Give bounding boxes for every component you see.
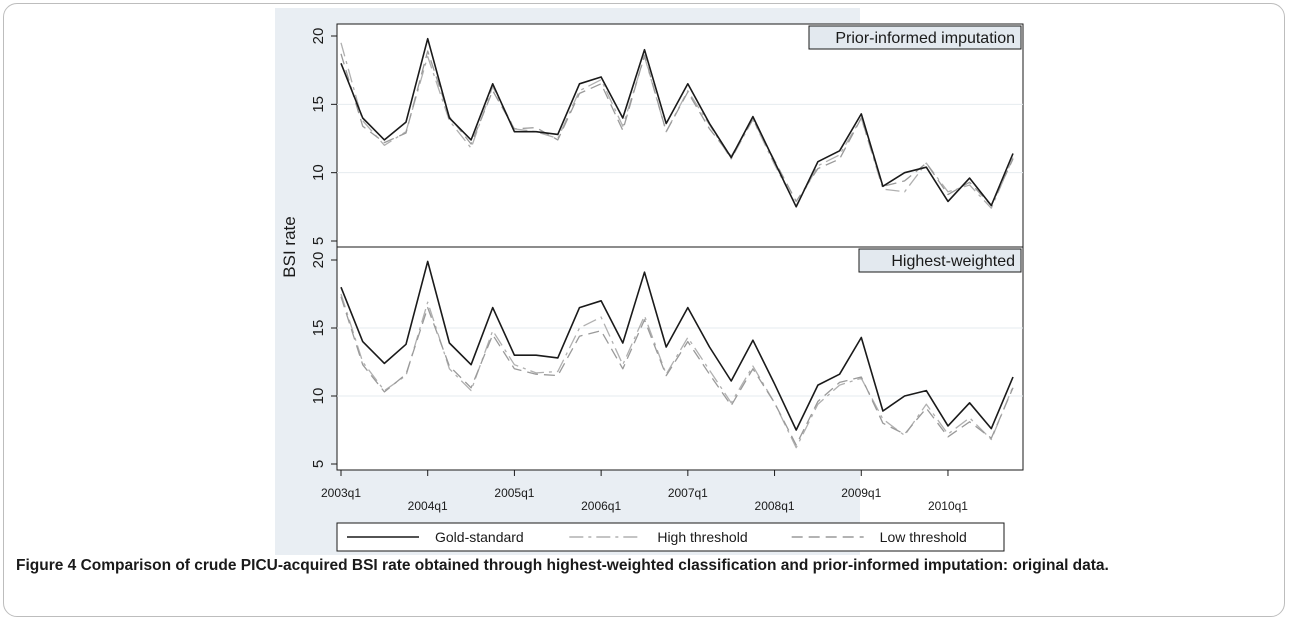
panel-title: Highest-weighted: [891, 253, 1015, 270]
series-line-gold-standard: [340, 260, 1014, 431]
panel-1: 5 10 15 20 Prior-informed imputation: [310, 23, 1024, 248]
y-tick-label: 5: [310, 460, 327, 468]
series-line-high-threshold: [340, 42, 1014, 209]
y-tick-label: 15: [310, 320, 327, 337]
panel-2: 5 10 15 20 Highest-weighted: [310, 246, 1024, 471]
x-tick-label: 2009q1: [841, 486, 881, 500]
panel-title: Prior-informed imputation: [835, 30, 1015, 47]
figure-caption: Figure 4 Comparison of crude PICU-acquir…: [16, 555, 1276, 576]
plot-area: [336, 23, 1024, 248]
caption-label: Figure 4: [16, 557, 77, 574]
series-line-low-threshold: [340, 296, 1014, 446]
legend-box: [336, 522, 1005, 552]
x-tick-label: 2007q1: [668, 486, 708, 500]
series-line-low-threshold: [340, 50, 1014, 207]
series-line-gold-standard: [340, 37, 1014, 208]
x-axis: 2003q1 2004q1 2005q1 2006q1 2007q1 2008q1 2009…: [321, 470, 968, 513]
x-tick-label: 2010q1: [928, 499, 968, 513]
x-tick-label: 2006q1: [581, 499, 621, 513]
x-tick-label: 2003q1: [321, 486, 361, 500]
legend: Gold-standard High threshold Low threshold: [336, 522, 1005, 552]
y-tick-label: 20: [310, 28, 327, 45]
legend-label: Gold-standard: [435, 529, 524, 545]
y-tick-label: 20: [310, 252, 327, 269]
plot-area: [336, 246, 1024, 471]
panel-title-box: [858, 248, 1022, 273]
x-tick-label: 2008q1: [755, 499, 795, 513]
y-tick-label: 15: [310, 96, 327, 113]
series-line-high-threshold: [340, 293, 1014, 449]
y-axis-label: BSI rate: [280, 216, 299, 277]
x-tick-label: 2005q1: [494, 486, 534, 500]
legend-label: High threshold: [657, 529, 747, 545]
panel-title-box: [808, 25, 1022, 50]
x-tick-label: 2004q1: [408, 499, 448, 513]
y-tick-label: 5: [310, 237, 327, 245]
y-tick-label: 10: [310, 164, 327, 181]
legend-label: Low threshold: [880, 529, 967, 545]
caption-text: Comparison of crude PICU-acquired BSI ra…: [80, 557, 1109, 574]
y-tick-label: 10: [310, 388, 327, 405]
